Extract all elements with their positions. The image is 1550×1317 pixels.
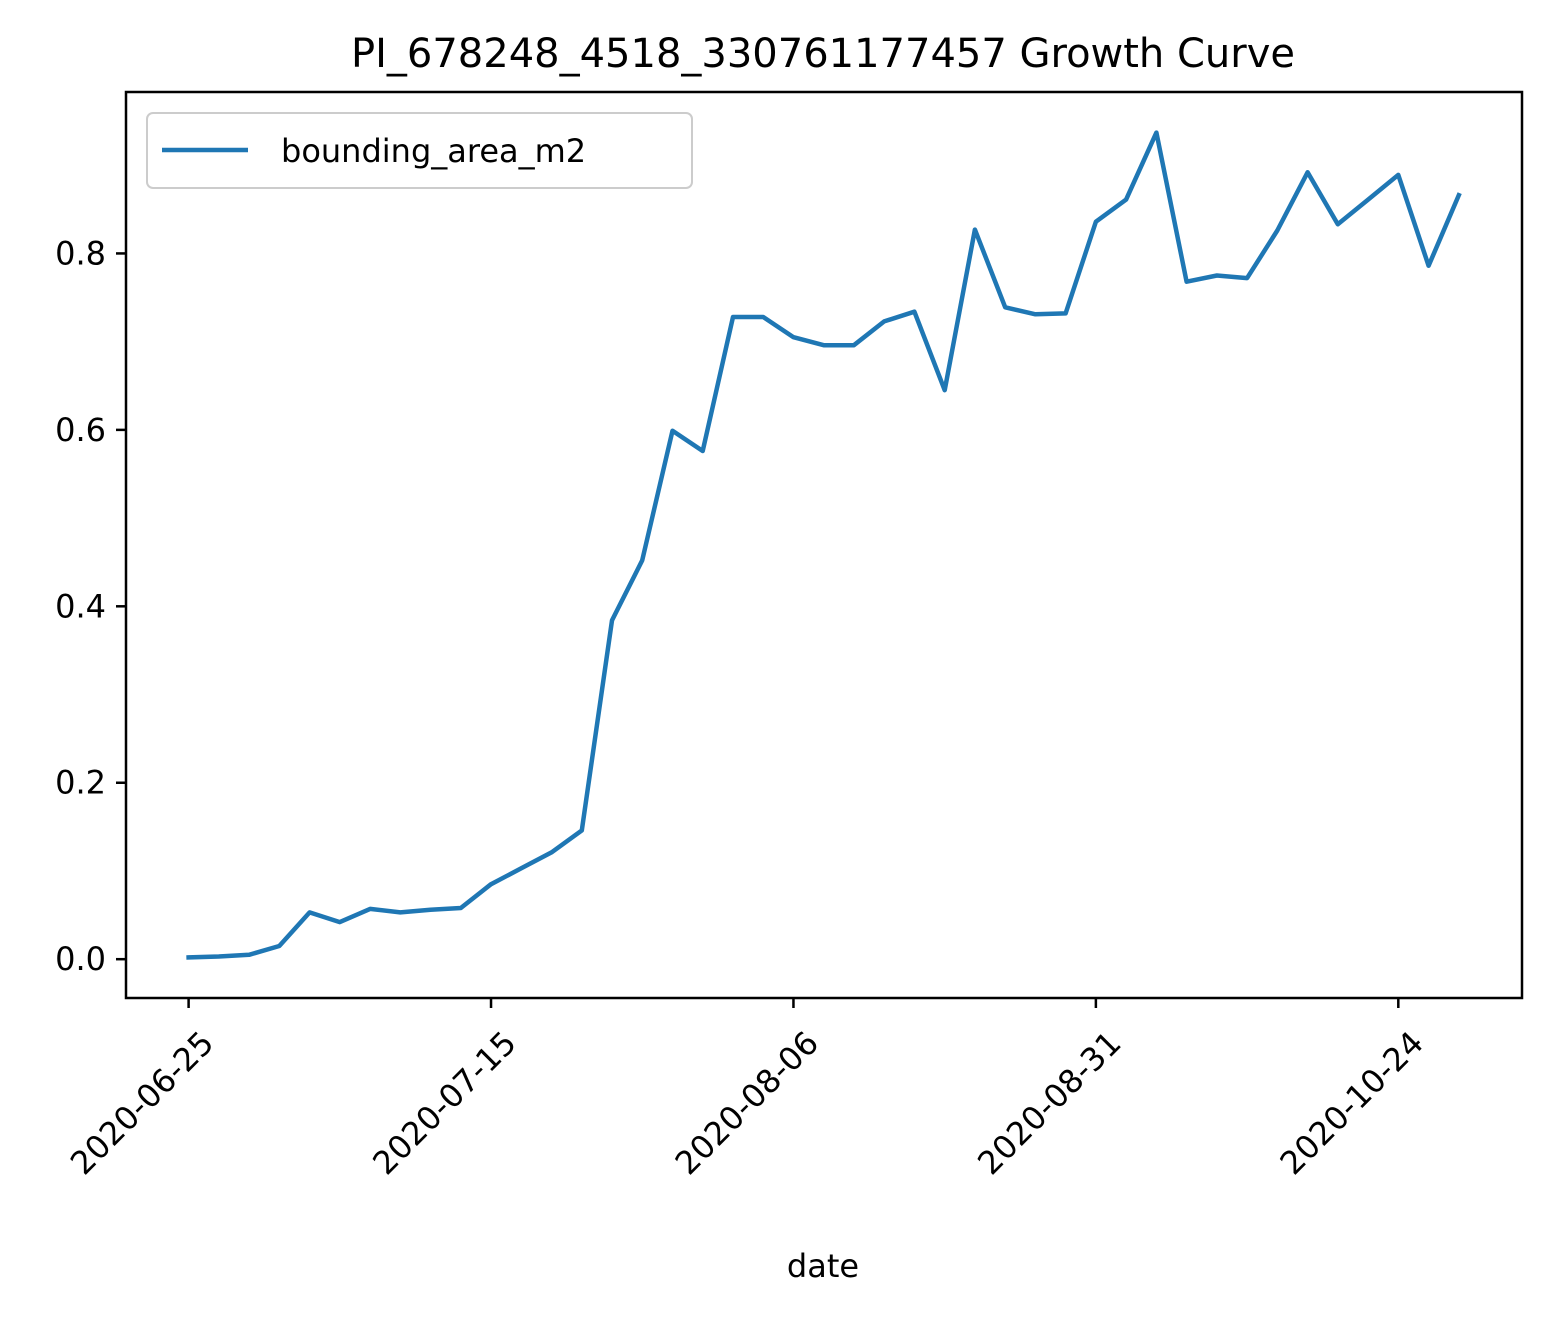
legend-label: bounding_area_m2 — [281, 132, 586, 170]
x-tick-label: 2020-08-06 — [668, 1024, 826, 1182]
y-axis: 0.0 0.2 0.4 0.6 0.8 — [55, 234, 126, 978]
x-tick-label: 2020-08-31 — [970, 1024, 1128, 1182]
series-points — [189, 133, 1459, 958]
y-tick-label: 0.4 — [55, 587, 106, 625]
legend: bounding_area_m2 — [146, 112, 693, 189]
plot-area-frame — [124, 90, 1524, 1000]
x-tick-label: 2020-07-15 — [365, 1024, 523, 1182]
x-tick-label: 2020-10-24 — [1273, 1024, 1431, 1182]
chart-title: PI_678248_4518_330761177457 Growth Curve — [351, 31, 1295, 77]
x-axis-label: date — [787, 1247, 859, 1285]
series-line-bounding-area-m2 — [186, 130, 1462, 960]
x-axis: 2020-06-25 2020-07-15 2020-08-06 2020-08-31… — [63, 998, 1431, 1182]
x-tick-label: 2020-06-25 — [63, 1024, 221, 1182]
legend-box — [146, 112, 693, 189]
y-tick-label: 0.8 — [55, 234, 106, 272]
y-tick-label: 0.6 — [55, 411, 106, 449]
y-tick-label: 0.0 — [55, 940, 106, 978]
y-tick-label: 0.2 — [55, 764, 106, 802]
